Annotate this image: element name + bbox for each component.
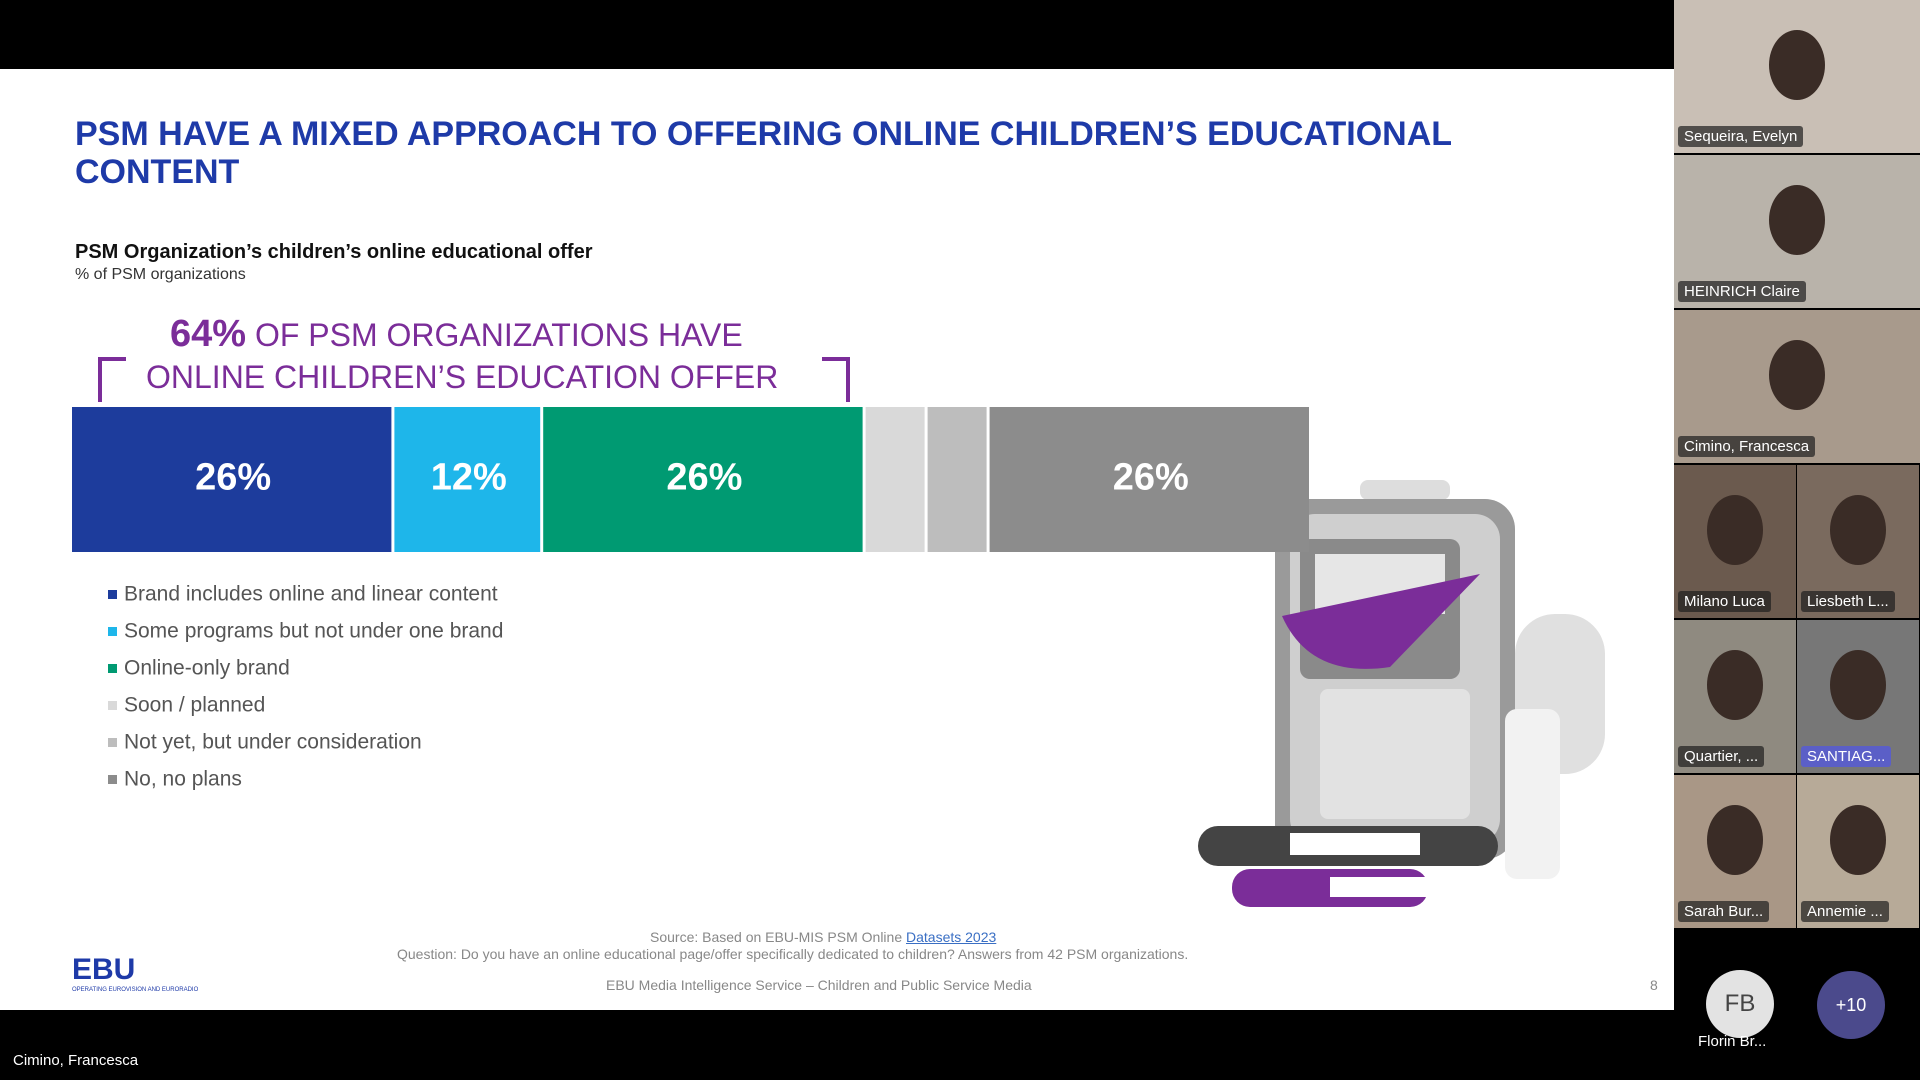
participant-video [1769, 185, 1825, 255]
data-label: 26% [666, 457, 742, 499]
participant-name: SANTIAG... [1801, 746, 1892, 767]
video-tile[interactable]: Quartier, ... [1674, 620, 1796, 773]
highlight-figure: 64% [170, 313, 247, 355]
legend-label: Some programs but not under one brand [124, 620, 503, 643]
participant-video [1830, 495, 1886, 565]
page-number: 8 [1650, 977, 1658, 993]
chart-subtitle: % of PSM organizations [75, 266, 246, 283]
bracket [98, 357, 850, 402]
video-tile[interactable]: Liesbeth L... [1797, 465, 1919, 618]
participant-video [1830, 650, 1886, 720]
bar-segment [543, 407, 863, 552]
legend-label: Not yet, but under consideration [124, 731, 422, 754]
legend-label: Online-only brand [124, 657, 290, 680]
logo: EBU [72, 953, 136, 986]
legend-swatch [108, 664, 117, 673]
highlight-text: OF PSM ORGANIZATIONS HAVE [254, 317, 743, 353]
video-tile[interactable]: Sequeira, Evelyn [1674, 0, 1920, 153]
participant-name: Cimino, Francesca [1678, 436, 1816, 457]
participant-video [1707, 495, 1763, 565]
legend-label: No, no plans [124, 768, 242, 791]
participant-video [1707, 805, 1763, 875]
bar-segment [927, 407, 987, 552]
bar-segment [865, 407, 925, 552]
legend-swatch [108, 701, 117, 710]
footer: EBU Media Intelligence Service – Childre… [606, 977, 1032, 993]
participant-name: Sequeira, Evelyn [1678, 126, 1804, 147]
slide-title: CONTENT [75, 153, 240, 191]
source: Source: Based on EBU-MIS PSM Online Data… [650, 929, 996, 945]
source-link[interactable]: Datasets 2023 [906, 929, 997, 945]
participants-panel: Sequeira, Evelyn HEINRICH Claire Cimino, F… [1674, 0, 1920, 1080]
participant-name: Sarah Bur... [1678, 901, 1770, 922]
source-text: Source: Based on EBU-MIS PSM Online [650, 929, 903, 945]
data-label: 26% [195, 457, 271, 499]
highlight-text: ONLINE CHILDREN’S EDUCATION OFFER [146, 359, 779, 395]
video-tile[interactable]: HEINRICH Claire [1674, 155, 1920, 308]
legend-swatch [108, 775, 117, 784]
bar-segment [989, 407, 1309, 552]
participant-name: Liesbeth L... [1801, 591, 1895, 612]
logo-tagline: OPERATING EUROVISION AND EURORADIO [72, 987, 199, 993]
backpack-illustration [1198, 480, 1605, 907]
bar-segment [72, 407, 392, 552]
data-label: 26% [1113, 457, 1189, 499]
video-tile[interactable]: Annemie ... [1797, 775, 1919, 928]
legend-label: Brand includes online and linear content [124, 583, 498, 606]
chart: 26% Brand includes online and linear cont… [72, 357, 1605, 907]
highlight: 64% OF PSM ORGANIZATIONS HAVE [170, 313, 743, 356]
participant-video [1707, 650, 1763, 720]
question: Question: Do you have an online educatio… [397, 946, 1189, 962]
avatar[interactable]: FB [1706, 970, 1774, 1038]
legend-swatch [108, 590, 117, 599]
data-label: 12% [431, 457, 507, 499]
participant-name: Quartier, ... [1678, 746, 1765, 767]
presenter-name: Cimino, Francesca [13, 1052, 139, 1069]
participant-name: Milano Luca [1678, 591, 1771, 612]
video-tile[interactable]: Cimino, Francesca [1674, 310, 1920, 463]
participant-video [1830, 805, 1886, 875]
avatar-name: Florin Br... [1698, 1033, 1767, 1050]
more-participants[interactable]: +10 [1817, 971, 1885, 1039]
participant-name: HEINRICH Claire [1678, 281, 1806, 302]
participant-name: Annemie ... [1801, 901, 1889, 922]
chart-title: PSM Organization’s children’s online edu… [75, 241, 593, 263]
legend-swatch [108, 738, 117, 747]
legend-label: Soon / planned [124, 694, 265, 717]
legend-swatch [108, 627, 117, 636]
bar-segment [394, 407, 541, 552]
video-tile[interactable]: Sarah Bur... [1674, 775, 1796, 928]
slide: PSM HAVE A MIXED APPROACH TO OFFERING ON… [0, 69, 1674, 1010]
video-tile[interactable]: SANTIAG... [1797, 620, 1919, 773]
participant-video [1769, 30, 1825, 100]
participant-video [1769, 340, 1825, 410]
slide-title: PSM HAVE A MIXED APPROACH TO OFFERING ON… [75, 115, 1453, 153]
video-tile[interactable]: Milano Luca [1674, 465, 1796, 618]
